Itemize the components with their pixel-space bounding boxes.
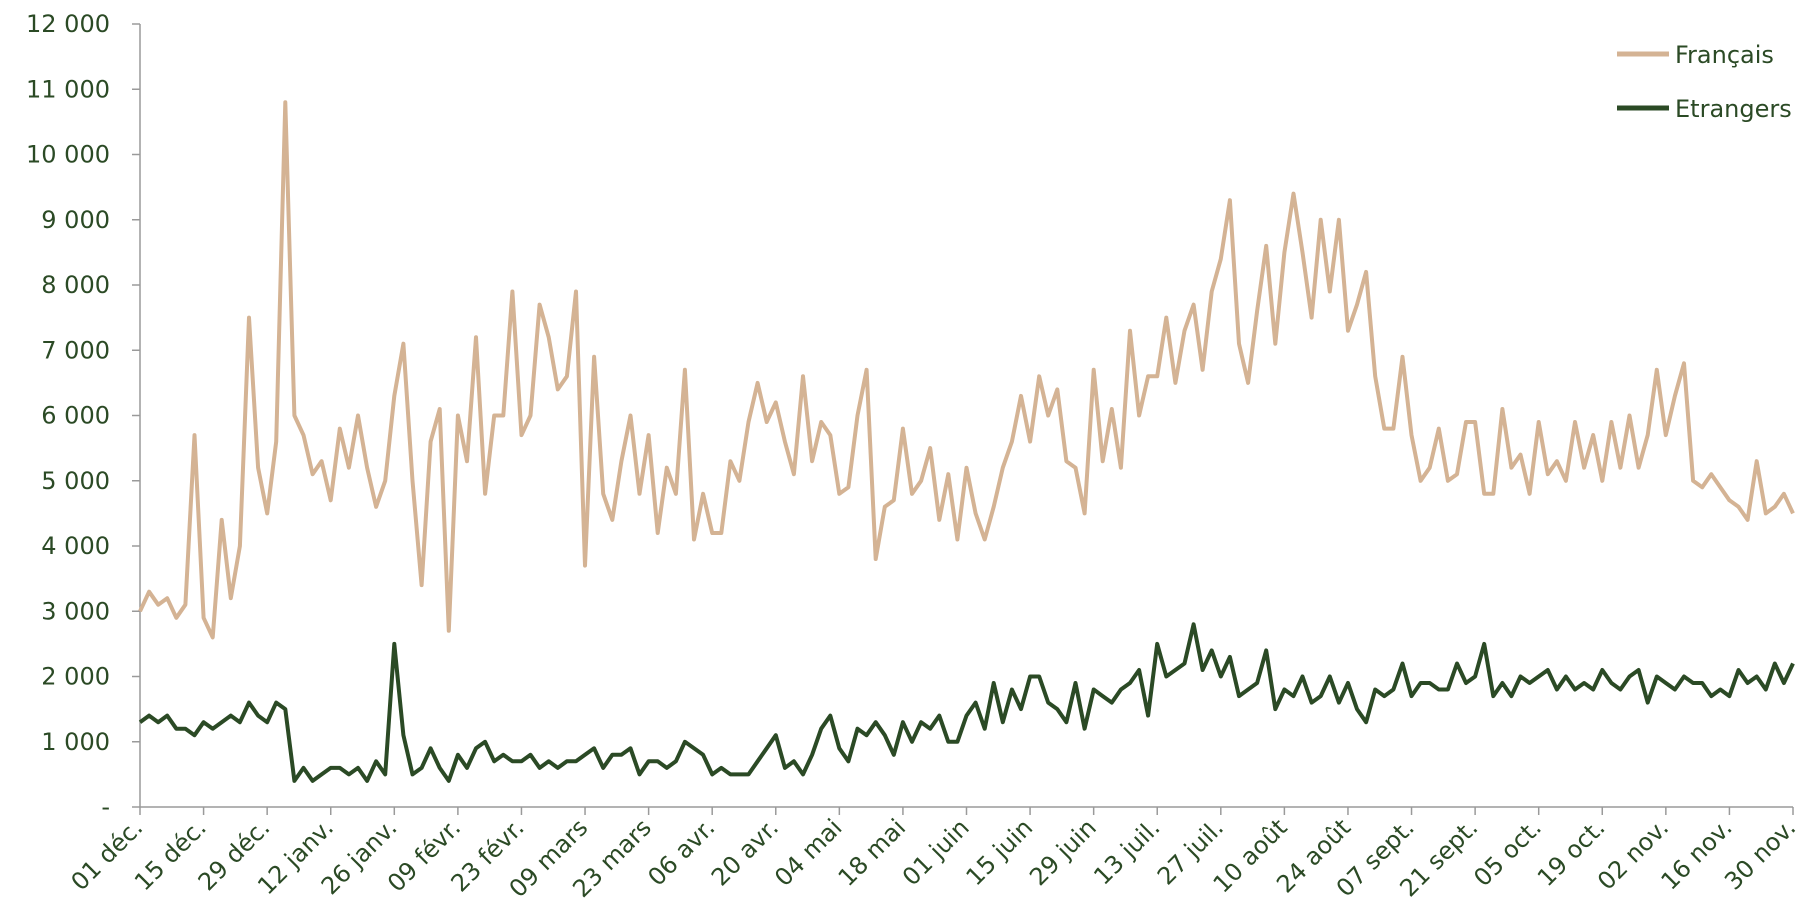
y-tick-label: 4 000 [41,532,110,560]
y-tick-label: - [101,793,110,821]
legend-label: Français [1675,41,1774,69]
y-tick-label: 1 000 [41,728,110,756]
x-tick-label: 29 juin [1024,813,1102,891]
x-tick-label: 06 avr. [642,813,720,891]
y-tick-label: 5 000 [41,467,110,495]
x-tick-label: 18 mai [833,813,911,891]
y-tick-label: 9 000 [41,206,110,234]
y-tick-label: 12 000 [26,10,110,38]
y-tick-label: 10 000 [26,141,110,169]
y-tick-label: 3 000 [41,597,110,625]
legend-label: Etrangers [1675,95,1792,123]
line-series [138,100,1795,640]
line-series [138,622,1795,783]
x-tick-label: 01 juin [897,813,975,891]
y-tick-label: 8 000 [41,271,110,299]
x-tick-label: 13 juil. [1088,813,1165,890]
x-tick-label: 05 oct. [1468,813,1547,892]
y-tick-label: 2 000 [41,663,110,691]
y-tick-label: 6 000 [41,402,110,430]
y-tick-label: 7 000 [41,336,110,364]
x-tick-label: 30 nov. [1719,813,1801,895]
x-tick-label: 04 mai [769,813,847,891]
x-tick-label: 15 juin [961,813,1039,891]
x-tick-label: 20 avr. [706,813,784,891]
y-tick-label: 11 000 [26,75,110,103]
